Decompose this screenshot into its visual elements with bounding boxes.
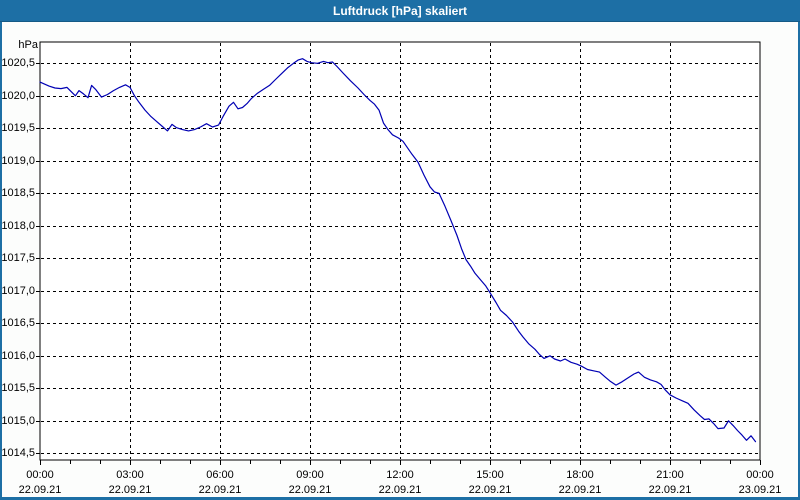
x-tick-time-label: 21:00 [656, 469, 684, 481]
x-tick-date-label: 23.09.21 [738, 484, 782, 496]
window-border-right [798, 22, 800, 500]
x-tick-time-label: 00:00 [746, 469, 774, 481]
y-tick-label: 1016,5 [1, 317, 35, 330]
y-axis-unit-label: hPa [18, 39, 38, 51]
y-tick-label: 1019,0 [1, 154, 35, 167]
x-tick-time-label: 03:00 [116, 469, 144, 481]
y-tick-label: 1014,5 [1, 447, 35, 460]
window-title: Luftdruck [hPa] skaliert [332, 3, 468, 18]
window-border-left [0, 22, 2, 500]
x-tick-date-label: 22.09.21 [468, 484, 512, 496]
y-tick-label: 1017,0 [1, 284, 35, 297]
y-tick-label: 1015,0 [1, 414, 35, 427]
x-tick-date-label: 22.09.21 [18, 484, 62, 496]
window-titlebar[interactable]: Luftdruck [hPa] skaliert [0, 0, 800, 22]
x-tick-time-label: 09:00 [296, 469, 324, 481]
y-tick-label: 1017,5 [1, 252, 35, 265]
y-tick-label: 1018,0 [1, 219, 35, 232]
x-tick-time-label: 12:00 [386, 469, 414, 481]
pressure-series-line [39, 58, 757, 443]
x-tick-time-label: 15:00 [476, 469, 504, 481]
x-tick-date-label: 22.09.21 [378, 484, 422, 496]
x-tick-date-label: 22.09.21 [288, 484, 332, 496]
x-tick-date-label: 22.09.21 [108, 484, 152, 496]
x-tick-time-label: 18:00 [566, 469, 594, 481]
y-tick-label: 1019,5 [1, 122, 35, 135]
x-tick-date-label: 22.09.21 [198, 484, 242, 496]
y-tick-label: 1018,5 [1, 187, 35, 200]
x-tick-date-label: 22.09.21 [558, 484, 602, 496]
x-tick-time-label: 00:00 [26, 469, 54, 481]
y-tick-label: 1020,5 [1, 57, 35, 70]
y-tick-label: 1020,0 [1, 89, 35, 102]
x-tick-time-label: 06:00 [206, 469, 234, 481]
x-tick-date-label: 22.09.21 [648, 484, 692, 496]
y-tick-label: 1015,5 [1, 382, 35, 395]
window-border-bottom [0, 497, 800, 500]
y-tick-label: 1016,0 [1, 349, 35, 362]
